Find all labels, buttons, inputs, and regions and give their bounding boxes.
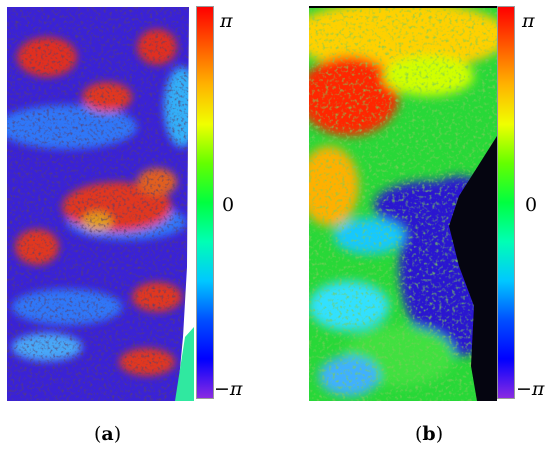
phase-map-b	[309, 6, 497, 401]
colorbar-a-top-label: π	[220, 10, 233, 32]
caption-a: (a)	[94, 423, 122, 445]
colorbar-a-mid-label: 0	[222, 194, 235, 216]
colorbar-a-bottom-label: −π	[214, 378, 243, 400]
phase-map-b-image	[309, 6, 497, 401]
phase-map-a-image	[7, 7, 194, 401]
colorbar-a	[196, 6, 214, 399]
colorbar-b	[497, 6, 515, 399]
colorbar-b-mid-label: 0	[525, 194, 538, 216]
caption-b: (b)	[415, 423, 444, 445]
phase-map-a	[7, 7, 194, 401]
colorbar-b-bottom-label: −π	[516, 378, 545, 400]
colorbar-b-top-label: π	[522, 10, 535, 32]
